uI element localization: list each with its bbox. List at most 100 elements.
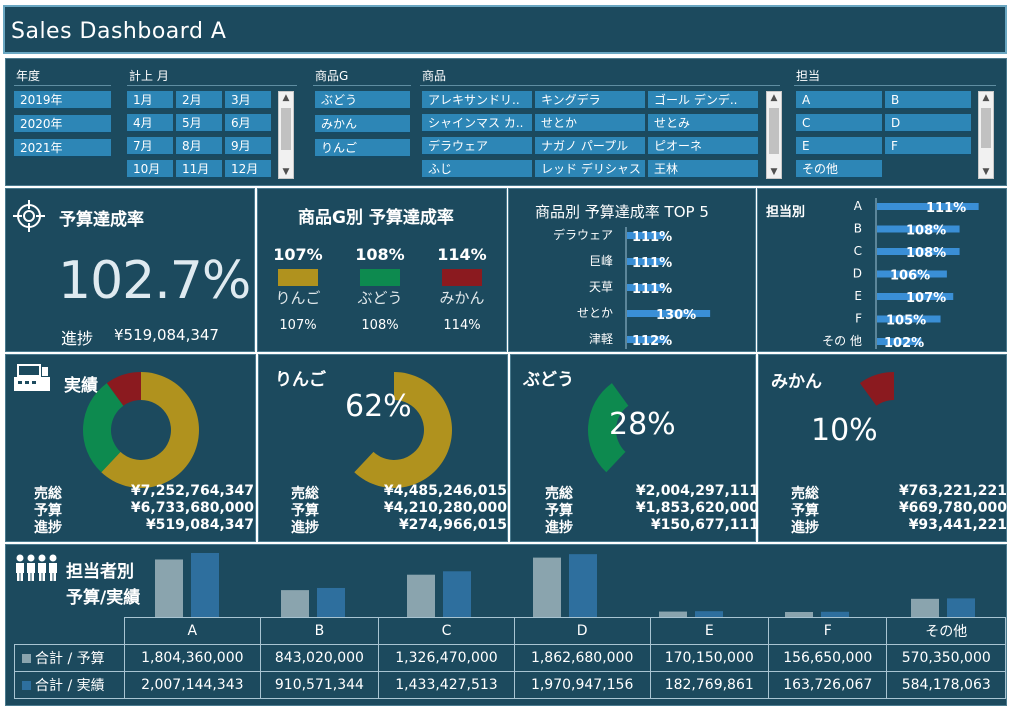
apple-donut-chart (354, 372, 452, 488)
staff-chip[interactable]: F (885, 137, 971, 156)
month-chip[interactable]: 5月 (176, 114, 222, 133)
summary-row-label: 予算 (545, 503, 573, 519)
month-chip[interactable]: 8月 (176, 137, 222, 156)
summary-row-value: ¥2,004,297,111 (635, 483, 759, 499)
year-slicer-rule (14, 85, 111, 86)
product-chip[interactable]: デラウェア (422, 137, 532, 156)
staff-data-label: 107% (906, 291, 946, 306)
product-chip[interactable]: アレキサンドリ.. (422, 91, 532, 110)
product-chip[interactable]: せとか (535, 114, 645, 133)
actual-cell: 2,007,144,343 (124, 671, 261, 699)
month-chip[interactable]: 7月 (127, 137, 173, 156)
donut-slice-apple (101, 372, 199, 488)
actual-bar (317, 587, 345, 617)
product-slicer-label: 商品 (422, 69, 447, 83)
year-chip[interactable]: 2021年 (14, 139, 111, 158)
top5-data-label: 130% (656, 308, 696, 323)
scroll-down-icon[interactable]: ▼ (982, 167, 990, 177)
donut-slice-mikan (106, 372, 141, 406)
top5-category-label: せとか (577, 306, 613, 320)
month-chip[interactable]: 10月 (127, 160, 173, 179)
staff-chip[interactable]: B (885, 91, 971, 110)
table-header-cell: A (124, 617, 261, 645)
group-chip[interactable]: ぶどう (315, 91, 410, 110)
month-chip[interactable]: 1月 (127, 91, 173, 110)
scroll-up-icon[interactable]: ▲ (770, 93, 778, 103)
product-chip[interactable]: シャインマス カ.. (422, 114, 532, 133)
product-chip[interactable]: ピオーネ (648, 137, 758, 156)
top5-data-label: 111% (632, 256, 672, 271)
staff-category-label: D (853, 267, 862, 281)
actual-bar (821, 611, 849, 617)
month-chip[interactable]: 11月 (176, 160, 222, 179)
actual-cell: 910,571,344 (259, 671, 380, 699)
group-chip[interactable]: みかん (315, 115, 410, 134)
kpi-title: 予算達成率 (59, 210, 144, 230)
group-chip[interactable]: りんご (315, 139, 410, 158)
year-chip[interactable]: 2020年 (14, 115, 111, 134)
staff-chip[interactable]: D (885, 114, 971, 133)
month-chip[interactable]: 6月 (225, 114, 271, 133)
top5-bar (627, 258, 665, 265)
grape-donut-panel: ぶどう 28% 売総 ¥2,004,297,111 予算 ¥1,853,620,000… (510, 354, 759, 542)
scroll-up-icon[interactable]: ▲ (982, 93, 990, 103)
total-donut-panel: 実績 売総 ¥7,252,764,347 予算 ¥6,733,680,000 進捗 ¥51… (5, 354, 256, 542)
month-chip[interactable]: 9月 (225, 137, 271, 156)
product-chip[interactable]: レッド デリシャス (535, 160, 645, 179)
scroll-thumb[interactable] (769, 108, 779, 154)
staff-category-label: その 他 (822, 334, 862, 348)
mikan-donut-chart (859, 372, 894, 406)
product-chip[interactable]: 王林 (648, 160, 758, 179)
month-chip[interactable]: 3月 (225, 91, 271, 110)
budget-cell: 1,862,680,000 (513, 644, 651, 672)
scroll-down-icon[interactable]: ▼ (282, 167, 290, 177)
summary-row-label: 売総 (34, 486, 62, 502)
staff-chip[interactable]: C (796, 114, 882, 133)
year-chip[interactable]: 2019年 (14, 91, 111, 110)
product-chip[interactable]: ゴール デンデ.. (648, 91, 758, 110)
actual-legend-swatch (22, 681, 31, 690)
staff-chip[interactable]: その他 (796, 160, 882, 179)
staff-scrollbar[interactable]: ▲ ▼ (978, 91, 994, 179)
actual-cell: 1,433,427,513 (378, 671, 515, 699)
budget-bar (785, 612, 813, 617)
product-chip[interactable]: せとみ (648, 114, 758, 133)
summary-row-value: ¥6,733,680,000 (130, 500, 254, 516)
group-rate-sub: 114% (443, 318, 481, 333)
scroll-down-icon[interactable]: ▼ (770, 167, 778, 177)
staff-chip[interactable]: E (796, 137, 882, 156)
staff-chip[interactable]: A (796, 91, 882, 110)
kpi-value: 102.7% (58, 251, 251, 311)
scroll-thumb[interactable] (281, 108, 291, 150)
table-header-cell: C (378, 617, 515, 645)
group-rate-name: ぶどう (357, 289, 403, 307)
group-rate-pct: 107% (273, 245, 323, 264)
actual-bar (947, 598, 975, 617)
budget-bar (659, 611, 687, 617)
product-chip[interactable]: キングデラ (535, 91, 645, 110)
staff-slicer-label: 担当 (796, 69, 821, 83)
donut-slice-grape (82, 383, 124, 473)
kpi-panel: 予算達成率 102.7% 進捗 ¥519,084,347 (5, 188, 255, 352)
scroll-thumb[interactable] (981, 108, 991, 148)
table-header-row: A B C D E F その他 (15, 617, 1006, 645)
month-chip[interactable]: 4月 (127, 114, 173, 133)
scroll-up-icon[interactable]: ▲ (282, 93, 290, 103)
product-chip[interactable]: ふじ (422, 160, 532, 179)
month-slicer-rule (127, 85, 297, 86)
month-chip[interactable]: 12月 (225, 160, 271, 179)
top5-category-label: 津軽 (589, 332, 613, 346)
top5-bar (627, 284, 665, 291)
product-scrollbar[interactable]: ▲ ▼ (766, 91, 782, 179)
actual-cell: 163,726,067 (767, 671, 888, 699)
apple-donut-title: りんご (275, 370, 326, 390)
summary-row-label: 進捗 (34, 520, 62, 536)
staff-slicer-rule (794, 85, 996, 86)
staff-category-label: C (854, 244, 862, 258)
top5-panel: 商品別 予算達成率 TOP 5 デラウェア 111% 巨峰 111% 天草 111% せとか… (508, 188, 756, 352)
product-chip[interactable]: ナガノ パープル (535, 137, 645, 156)
month-scrollbar[interactable]: ▲ ▼ (278, 91, 294, 179)
month-chip[interactable]: 2月 (176, 91, 222, 110)
staff-chart-title-line1: 担当者別 (66, 562, 134, 582)
budget-bar (407, 574, 435, 617)
